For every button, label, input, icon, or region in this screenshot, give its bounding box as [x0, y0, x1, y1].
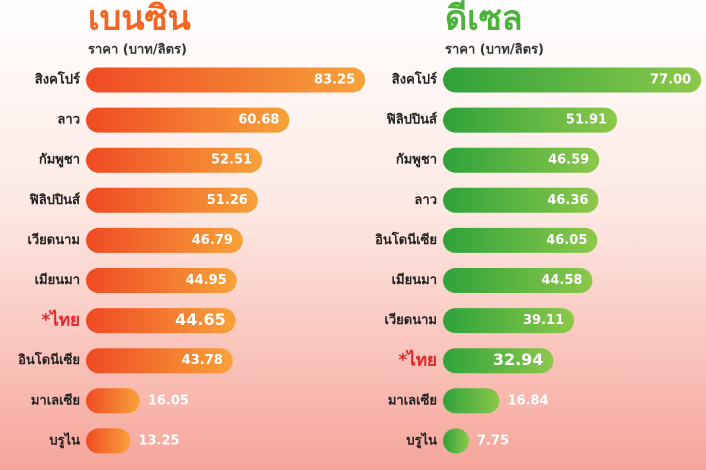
value-label: 60.68 [238, 113, 279, 128]
value-label: 44.95 [186, 273, 227, 288]
bar [443, 67, 702, 93]
value-label: 77.00 [650, 73, 691, 88]
category-label: ลาว [57, 113, 80, 128]
category-label: กัมพูชา [396, 153, 437, 168]
value-label: 13.25 [138, 433, 179, 448]
bar [86, 227, 243, 253]
bar [443, 147, 600, 173]
bar [443, 227, 598, 253]
chart-title: ดีเซล [445, 0, 523, 39]
bar [86, 348, 233, 374]
value-label: 46.05 [546, 233, 587, 248]
chart-subtitle: ราคา (บาท/ลิตร) [445, 43, 544, 58]
bar [86, 187, 258, 213]
category-label: ฟิลิปปินส์ [29, 192, 80, 208]
value-label: 7.75 [477, 433, 509, 448]
category-label: กัมพูชา [39, 153, 80, 168]
bar [443, 107, 618, 133]
category-label: *ไทย [398, 350, 437, 371]
bar [86, 388, 140, 414]
value-label: 46.79 [192, 233, 233, 248]
value-label: 43.78 [182, 353, 223, 368]
category-label: สิงคโปร์ [35, 71, 80, 88]
value-label: 46.36 [547, 193, 588, 208]
category-label: มาเลเซีย [388, 392, 437, 408]
chart-subtitle: ราคา (บาท/ลิตร) [88, 43, 187, 58]
value-label: 44.65 [175, 310, 226, 329]
category-label: บรูไน [406, 431, 437, 448]
bar [443, 268, 593, 293]
value-label: 16.05 [148, 393, 189, 408]
category-label: อินโดนีเซีย [18, 351, 80, 368]
bar [443, 187, 599, 213]
value-label: 46.59 [548, 153, 589, 168]
category-label: มาเลเซีย [31, 392, 80, 408]
chart-title: เบนซิน [88, 0, 191, 39]
bar [443, 428, 469, 454]
category-label: เมียนมา [35, 272, 80, 288]
bar [86, 268, 237, 293]
category-label: สิงคโปร์ [392, 71, 437, 88]
bar [86, 308, 236, 334]
value-label: 44.58 [541, 273, 582, 288]
bar [443, 348, 554, 374]
category-label: ฟิลิปปินส์ [386, 112, 437, 128]
category-label: บรูไน [49, 431, 80, 448]
value-label: 32.94 [493, 350, 544, 369]
category-label: เวียดนาม [384, 312, 437, 328]
bar [443, 388, 500, 414]
value-label: 39.11 [523, 313, 564, 328]
category-label: อินโดนีเซีย [375, 231, 437, 248]
value-label: 83.25 [314, 73, 355, 88]
bar [86, 428, 131, 454]
value-label: 16.84 [507, 393, 548, 408]
value-label: 51.26 [207, 193, 248, 208]
category-label: ลาว [414, 193, 437, 208]
value-label: 52.51 [211, 153, 252, 168]
bar [443, 308, 575, 334]
value-label: 51.91 [566, 113, 607, 128]
category-label: เมียนมา [392, 272, 437, 288]
bar [86, 147, 263, 173]
category-label: *ไทย [41, 310, 80, 331]
bar [86, 67, 366, 93]
category-label: เวียดนาม [27, 232, 80, 248]
bar [86, 107, 290, 133]
